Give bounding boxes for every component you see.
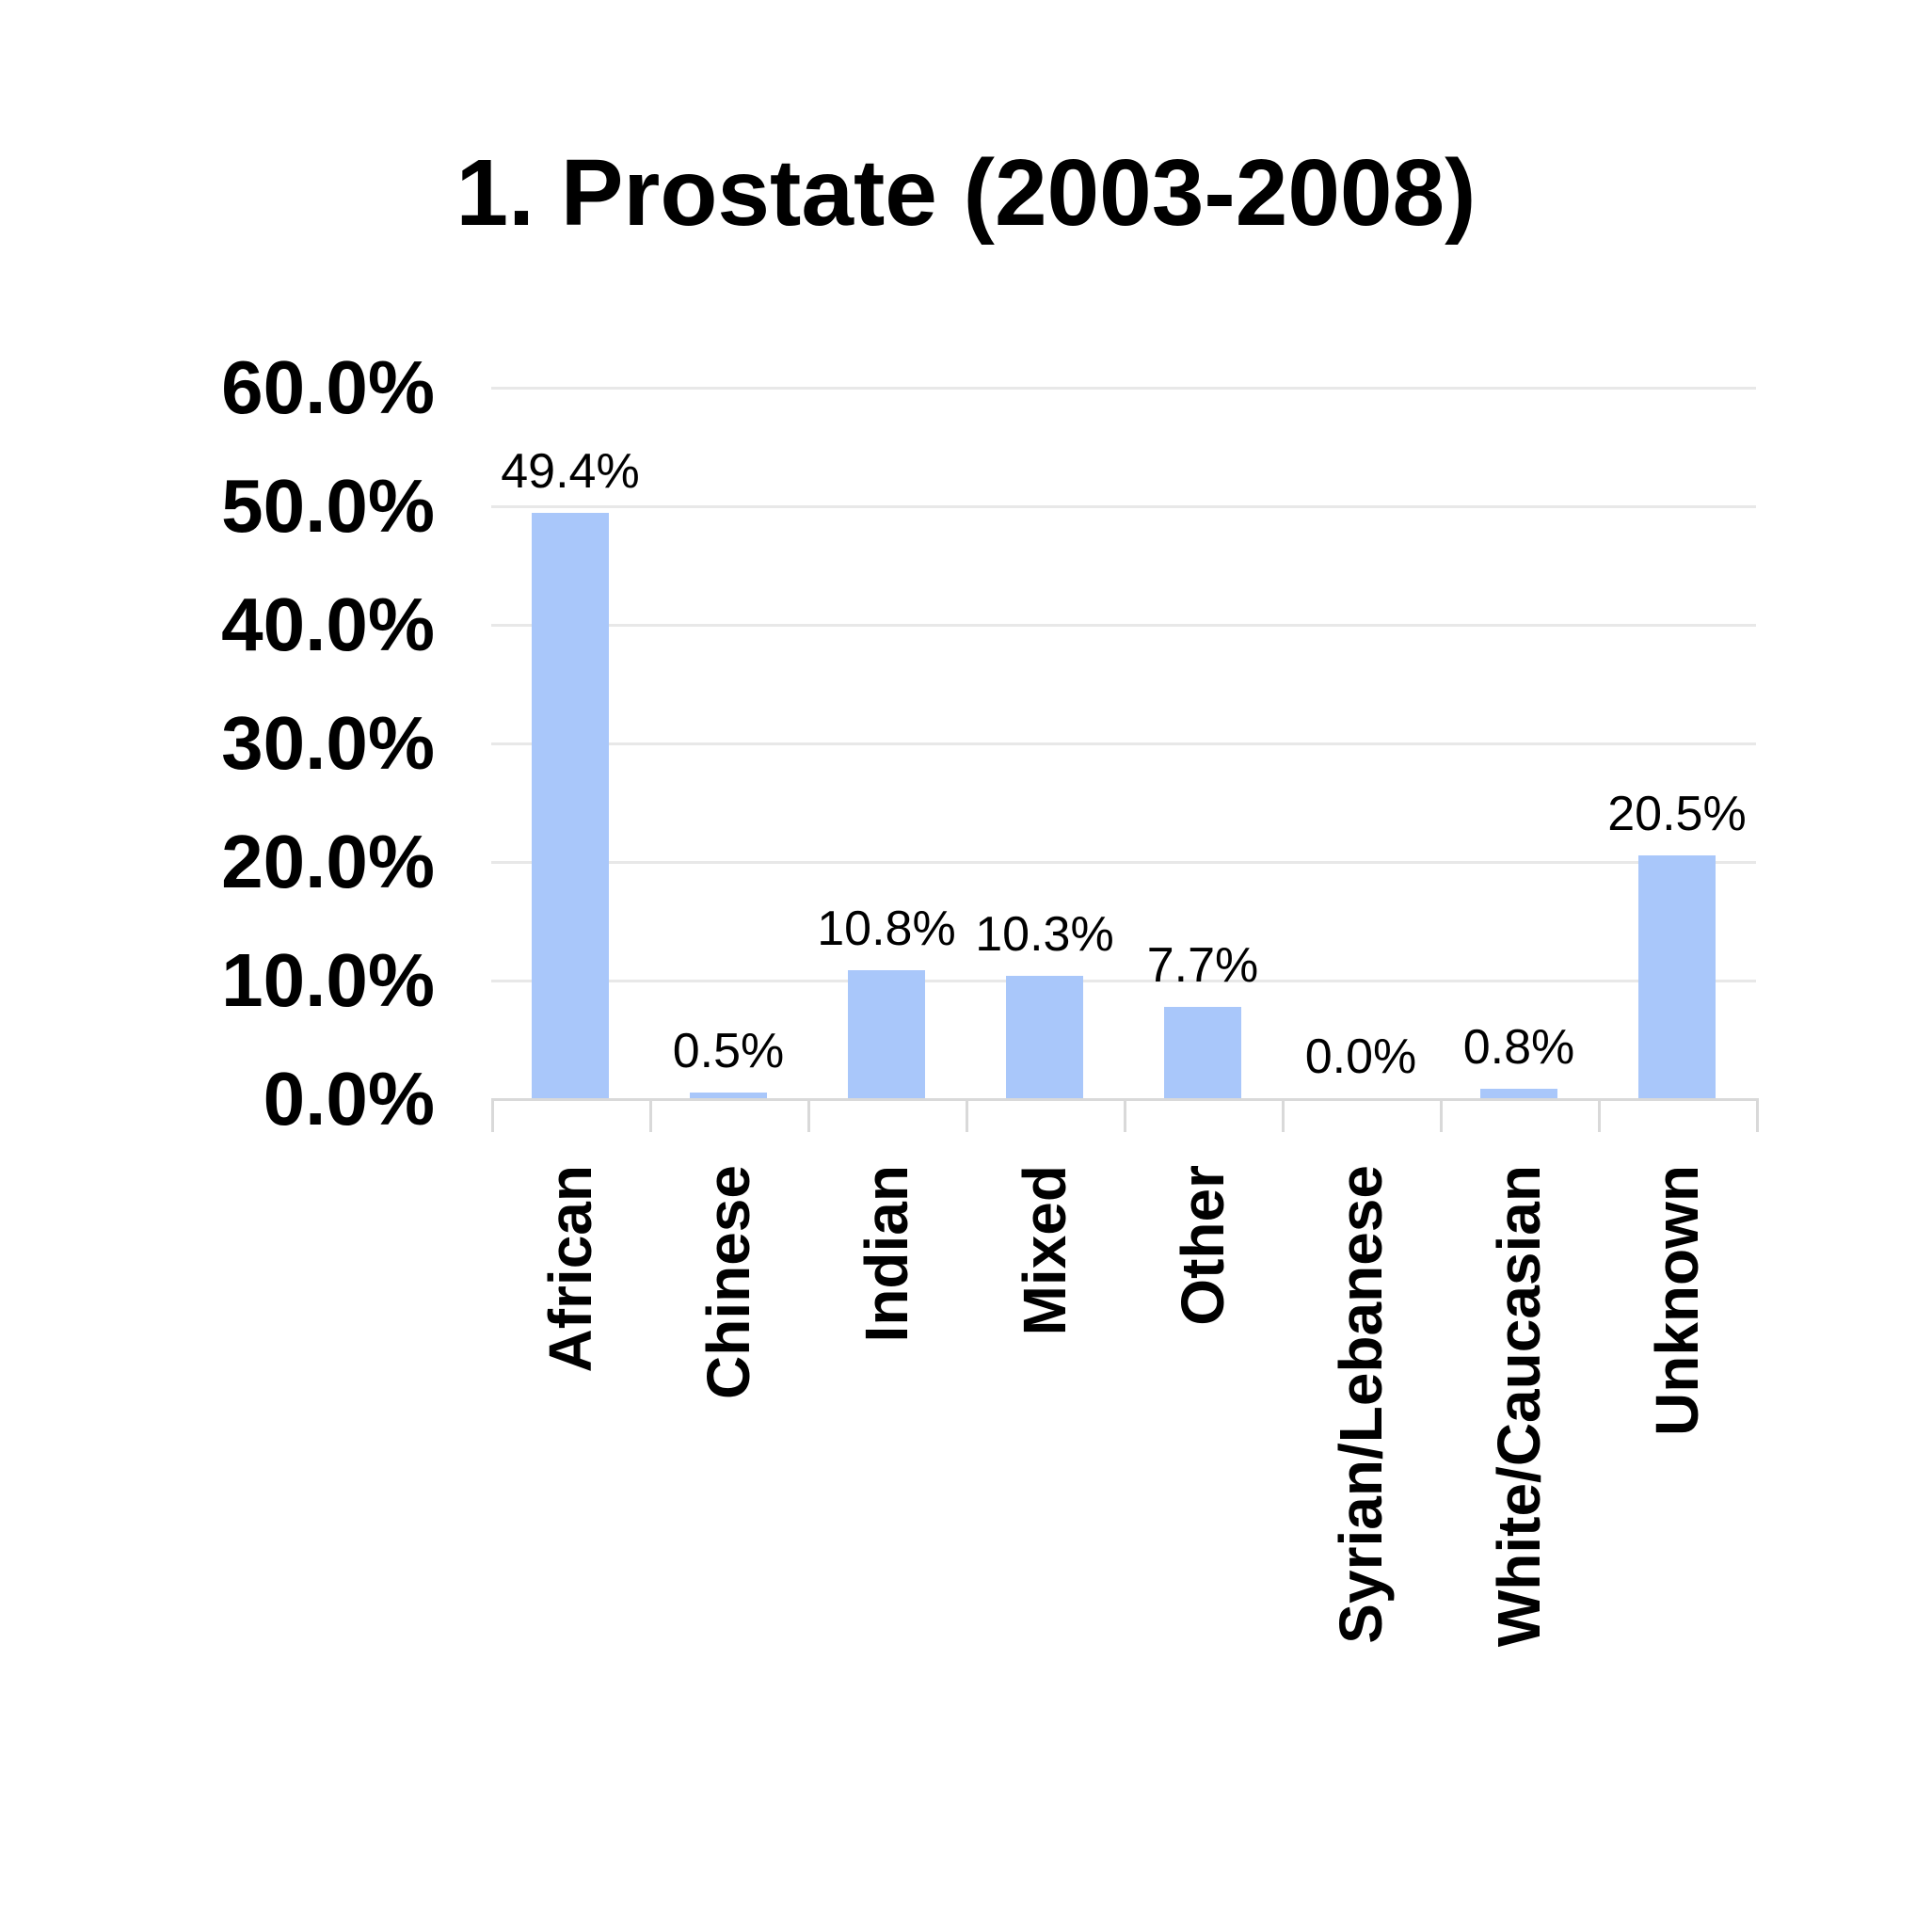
x-axis-tick-cell: African — [491, 1165, 649, 1880]
axis-tick — [491, 1098, 494, 1132]
gridline — [491, 742, 1756, 745]
x-axis-tick-cell: Unknown — [1598, 1165, 1756, 1880]
bar-value-label: 49.4% — [501, 444, 640, 499]
x-axis-tick-cell: Chinese — [649, 1165, 807, 1880]
bar-value-label: 7.7% — [1146, 938, 1259, 993]
x-axis-tick-cell: Indian — [807, 1165, 966, 1880]
axis-tick — [807, 1098, 810, 1132]
y-axis-tick-label: 10.0% — [221, 938, 435, 1022]
bar — [1006, 976, 1083, 1098]
gridline — [491, 387, 1756, 390]
bar — [848, 970, 925, 1098]
y-axis-tick-label: 60.0% — [221, 345, 435, 429]
gridline — [491, 861, 1756, 864]
bar-value-label: 20.5% — [1607, 787, 1747, 841]
x-axis-tick-label: White/Caucasian — [1485, 1165, 1553, 1648]
axis-tick — [649, 1098, 652, 1132]
axis-tick — [1282, 1098, 1285, 1132]
bar — [690, 1093, 767, 1098]
x-axis-tick-label: Syrian/Lebanese — [1327, 1165, 1395, 1644]
bar-value-label: 0.0% — [1304, 1029, 1417, 1084]
y-axis-tick-label: 0.0% — [263, 1057, 435, 1141]
x-axis-tick-label: Indian — [853, 1165, 920, 1343]
x-axis-labels: African Chinese Indian Mixed Other Syrian/Leb… — [491, 1165, 1756, 1880]
x-axis-tick-label: African — [536, 1165, 604, 1373]
gridline — [491, 505, 1756, 508]
axis-tick — [1598, 1098, 1601, 1132]
bar — [1638, 855, 1716, 1098]
gridline — [491, 624, 1756, 627]
axis-tick — [1440, 1098, 1443, 1132]
bar-value-label: 10.8% — [817, 902, 956, 956]
y-axis-tick-label: 30.0% — [221, 701, 435, 785]
axis-tick — [1124, 1098, 1126, 1132]
x-axis-tick-label: Mixed — [1011, 1165, 1078, 1336]
bar-value-label: 0.5% — [672, 1024, 785, 1078]
y-axis-tick-label: 40.0% — [221, 582, 435, 666]
axis-tick — [966, 1098, 968, 1132]
bar-value-label: 10.3% — [975, 907, 1114, 962]
x-axis-tick-label: Chinese — [695, 1165, 762, 1399]
y-axis-tick-label: 50.0% — [221, 464, 435, 548]
x-axis-tick-label: Unknown — [1643, 1165, 1711, 1436]
x-axis-tick-cell: Syrian/Lebanese — [1282, 1165, 1440, 1880]
bar — [1164, 1007, 1241, 1098]
bar — [532, 513, 609, 1098]
y-axis-tick-label: 20.0% — [221, 820, 435, 903]
gridline — [491, 980, 1756, 982]
x-axis-tick-cell: Mixed — [966, 1165, 1124, 1880]
x-axis-tick-cell: White/Caucasian — [1440, 1165, 1598, 1880]
bar — [1480, 1089, 1557, 1098]
axis-tick — [1756, 1098, 1759, 1132]
chart-title: 1. Prostate (2003-2008) — [455, 140, 1477, 246]
bar-value-label: 0.8% — [1462, 1020, 1575, 1075]
x-axis-tick-label: Other — [1169, 1165, 1237, 1326]
x-axis-tick-cell: Other — [1124, 1165, 1282, 1880]
